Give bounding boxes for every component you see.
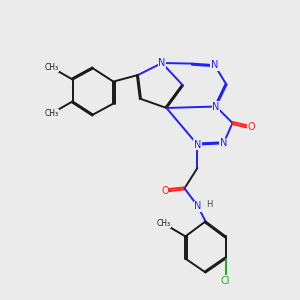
- Text: O: O: [161, 185, 169, 196]
- Text: N: N: [211, 60, 218, 70]
- Text: H: H: [206, 200, 213, 209]
- Text: O: O: [248, 122, 255, 133]
- Text: CH₃: CH₃: [44, 63, 59, 72]
- Text: N: N: [220, 138, 227, 148]
- Text: CH₃: CH₃: [156, 219, 171, 228]
- Text: N: N: [194, 140, 201, 150]
- Text: N: N: [194, 201, 202, 212]
- Text: Cl: Cl: [221, 275, 230, 286]
- Text: CH₃: CH₃: [44, 63, 59, 72]
- Text: CH₃: CH₃: [44, 109, 59, 118]
- Text: N: N: [212, 101, 220, 112]
- Text: N: N: [158, 58, 166, 68]
